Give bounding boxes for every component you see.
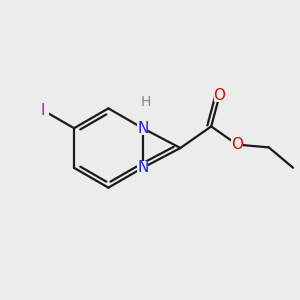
Text: I: I xyxy=(41,103,45,118)
Bar xyxy=(232,138,243,151)
Bar xyxy=(140,96,152,109)
Text: H: H xyxy=(140,95,151,110)
Bar xyxy=(38,104,49,117)
Bar xyxy=(137,122,148,135)
Bar xyxy=(214,89,225,102)
Text: N: N xyxy=(137,160,148,175)
Text: N: N xyxy=(137,121,148,136)
Text: O: O xyxy=(213,88,225,103)
Bar xyxy=(137,161,148,174)
Text: O: O xyxy=(231,137,243,152)
